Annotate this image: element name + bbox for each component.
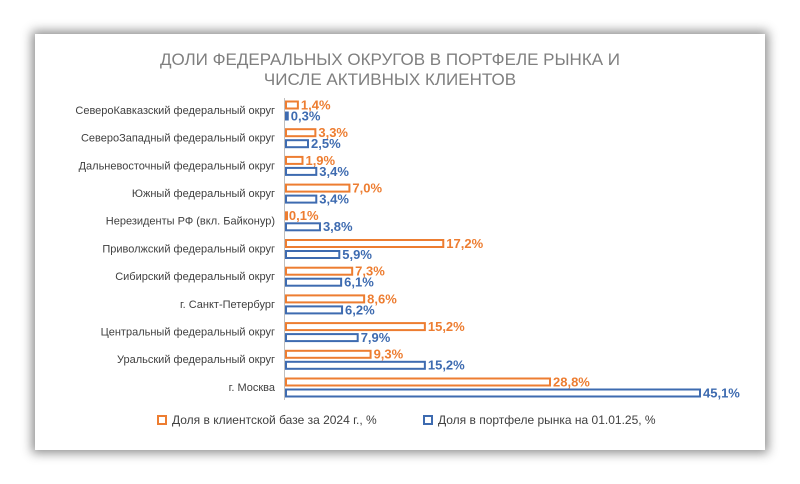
bar (285, 266, 354, 276)
legend-swatch (423, 415, 433, 425)
value-label: 15,2% (428, 358, 465, 373)
y-tick-label: СевероЗападный федеральный округ (81, 133, 275, 145)
y-tick-label: Нерезиденты РФ (вкл. Байконур) (106, 216, 275, 228)
chart-title: ДОЛИ ФЕДЕРАЛЬНЫХ ОКРУГОВ В ПОРТФЕЛЕ РЫНК… (159, 50, 621, 89)
bar (285, 194, 318, 204)
bar (285, 360, 426, 370)
legend-label: Доля в клиентской базе за 2024 г., % (172, 413, 377, 427)
bar (285, 128, 317, 138)
bar (285, 333, 359, 343)
value-label: 2,5% (311, 136, 341, 151)
bar (285, 111, 289, 121)
value-label: 6,2% (345, 302, 375, 317)
legend-swatch (157, 415, 167, 425)
bar (285, 155, 304, 165)
bar (285, 377, 552, 387)
bar (285, 305, 344, 315)
y-tick-label: Южный федеральный округ (132, 188, 275, 200)
value-label: 7,0% (352, 181, 382, 196)
value-label: 7,9% (361, 330, 391, 345)
bar (285, 139, 310, 149)
value-label: 3,3% (318, 125, 348, 140)
bar (285, 349, 372, 359)
bar (285, 294, 366, 304)
value-label: 3,4% (319, 164, 349, 179)
value-label: 45,1% (703, 385, 740, 400)
value-label: 3,8% (323, 219, 353, 234)
value-label: 5,9% (342, 247, 372, 262)
value-label: 7,3% (355, 264, 385, 279)
y-tick-label: Уральский федеральный округ (117, 354, 275, 366)
bar (285, 388, 701, 398)
value-label: 15,2% (428, 319, 465, 334)
y-tick-label: Приволжский федеральный округ (102, 243, 275, 255)
bar (285, 100, 299, 110)
value-label: 9,3% (374, 347, 404, 362)
value-label: 28,8% (553, 374, 590, 389)
y-tick-label: Центральный федеральный округ (101, 327, 275, 339)
y-tick-label: г. Москва (229, 382, 276, 394)
bar (285, 322, 426, 332)
bar (285, 277, 343, 287)
value-label: 3,4% (319, 192, 349, 207)
bar (285, 166, 318, 176)
bar (285, 222, 321, 232)
value-label: 6,1% (344, 275, 374, 290)
y-tick-label: Сибирский федеральный округ (115, 271, 275, 283)
value-label: 1,4% (301, 97, 331, 112)
legend-label: Доля в портфеле рынка на 01.01.25, % (438, 413, 656, 427)
y-tick-label: СевероКавказский федеральный округ (75, 105, 275, 117)
bar (285, 211, 288, 221)
value-label: 17,2% (446, 236, 483, 251)
bar (285, 250, 341, 259)
bar (285, 239, 445, 248)
value-label: 0,1% (289, 208, 319, 223)
value-label: 8,6% (367, 291, 397, 306)
value-label: 1,9% (305, 153, 335, 168)
value-label: 0,3% (291, 108, 321, 123)
y-tick-label: г. Санкт-Петербург (180, 299, 275, 311)
y-tick-label: Дальневосточный федеральный округ (79, 160, 275, 172)
bar (285, 183, 351, 193)
